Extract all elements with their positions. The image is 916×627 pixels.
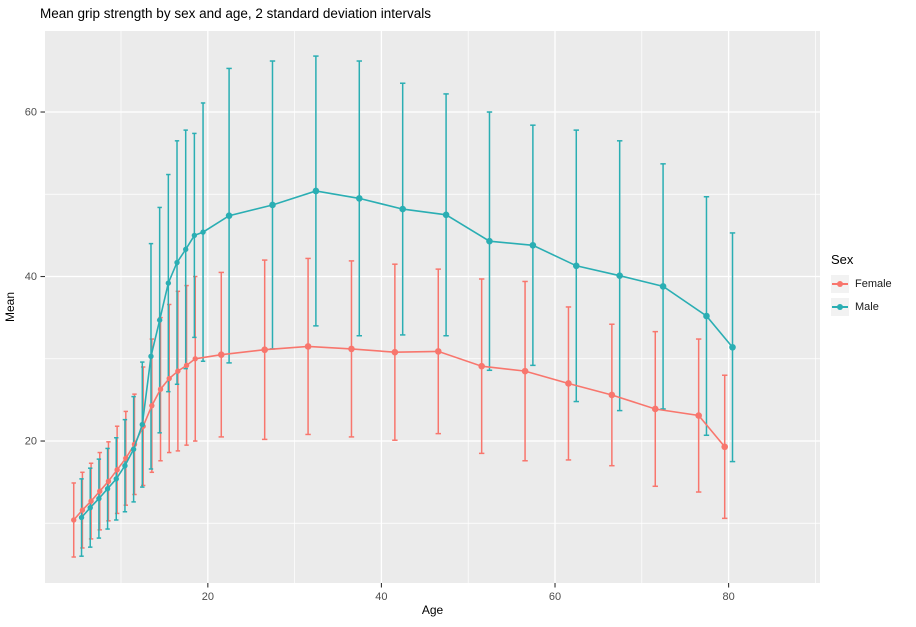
mean-point-female [608, 391, 616, 399]
y-tick-label: 40 [25, 271, 37, 283]
mean-point-male [174, 259, 180, 266]
mean-point-male [225, 212, 233, 219]
mean-point-male [122, 463, 128, 469]
mean-point-male [269, 201, 276, 209]
mean-point-male [182, 246, 189, 253]
mean-point-female [721, 443, 728, 451]
mean-point-female [478, 362, 485, 370]
mean-point-male [200, 229, 206, 235]
plot-panel [45, 31, 820, 583]
mean-point-female [88, 498, 94, 504]
y-tick-label: 60 [25, 107, 37, 119]
mean-point-male [139, 421, 145, 428]
mean-point-female [175, 368, 181, 374]
chart-title: Mean grip strength by sex and age, 2 sta… [40, 6, 431, 21]
mean-point-male [529, 241, 537, 249]
mean-point-female [166, 375, 172, 382]
mean-point-male [659, 283, 667, 290]
mean-point-male [355, 195, 363, 202]
mean-point-male [87, 504, 93, 511]
mean-point-female [348, 345, 355, 353]
mean-point-male [486, 237, 493, 245]
point-glyph [837, 304, 843, 310]
legend-label: Female [855, 278, 892, 290]
mean-point-male [96, 495, 102, 502]
mean-point-male [729, 343, 736, 351]
mean-point-male [312, 187, 320, 195]
x-tick-label: 40 [375, 591, 387, 603]
mean-point-female [105, 478, 112, 485]
legend-item-female: Female [831, 275, 892, 293]
mean-point-male [616, 272, 623, 280]
mean-point-male [191, 232, 198, 239]
mean-point-female [391, 348, 399, 356]
mean-point-female [149, 402, 155, 409]
mean-point-female [79, 507, 86, 513]
mean-point-male [703, 312, 710, 320]
mean-point-male [113, 476, 119, 482]
mean-point-male [572, 262, 580, 270]
x-tick-label: 60 [549, 591, 561, 603]
mean-point-male [165, 280, 172, 286]
mean-point-female [114, 467, 120, 473]
mean-point-male [130, 446, 137, 452]
mean-point-male [156, 317, 163, 323]
legend: Sex Female Male [831, 252, 892, 321]
mean-point-male [78, 514, 85, 521]
mean-point-male [399, 205, 406, 213]
y-tick-label: 20 [25, 436, 37, 448]
y-axis-title: Mean [3, 291, 17, 323]
mean-point-female [695, 412, 702, 419]
mean-point-female [71, 517, 77, 523]
mean-point-female [157, 386, 164, 392]
mean-point-female [217, 351, 225, 358]
mean-point-female [97, 488, 103, 494]
x-tick-label: 20 [202, 591, 214, 603]
mean-line-male [80, 190, 734, 519]
mean-point-female [434, 348, 442, 355]
mean-point-male [442, 211, 450, 219]
mean-point-male [104, 486, 111, 492]
mean-point-female [565, 380, 572, 387]
mean-point-female [521, 367, 529, 375]
mean-point-female [304, 343, 312, 350]
legend-key-female [831, 275, 849, 293]
mean-point-male [148, 353, 154, 360]
x-tick-label: 80 [722, 591, 734, 603]
mean-point-female [183, 362, 190, 369]
mean-point-female [651, 405, 659, 413]
legend-key-male [831, 298, 849, 316]
mean-point-female [123, 455, 129, 462]
mean-line-female [73, 345, 726, 521]
mean-point-female [261, 346, 268, 354]
legend-title: Sex [831, 252, 854, 267]
legend-item-male: Male [831, 298, 892, 316]
legend-label: Male [855, 301, 879, 313]
point-glyph [837, 281, 843, 287]
x-axis-title: Age [421, 603, 444, 617]
mean-point-female [192, 356, 198, 362]
